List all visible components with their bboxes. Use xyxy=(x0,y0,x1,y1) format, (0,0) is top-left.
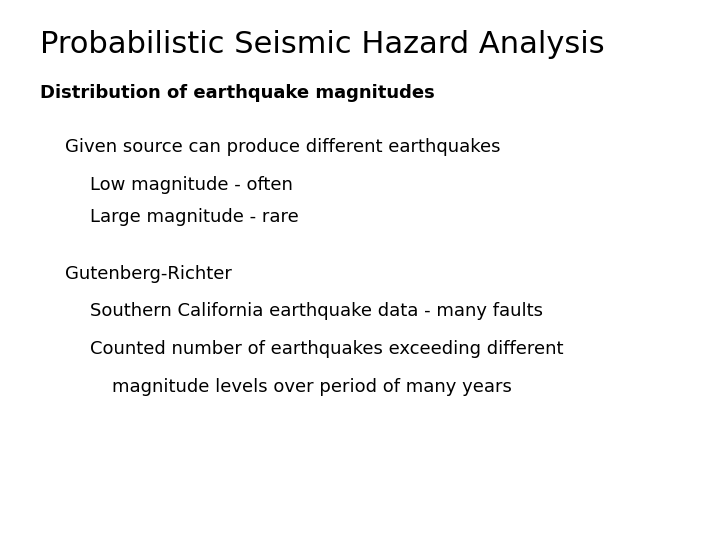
Text: Gutenberg-Richter: Gutenberg-Richter xyxy=(65,265,232,282)
Text: Large magnitude - rare: Large magnitude - rare xyxy=(90,208,299,226)
Text: Distribution of earthquake magnitudes: Distribution of earthquake magnitudes xyxy=(40,84,434,102)
Text: Probabilistic Seismic Hazard Analysis: Probabilistic Seismic Hazard Analysis xyxy=(40,30,604,59)
Text: Given source can produce different earthquakes: Given source can produce different earth… xyxy=(65,138,500,156)
Text: Low magnitude - often: Low magnitude - often xyxy=(90,176,293,193)
Text: Counted number of earthquakes exceeding different: Counted number of earthquakes exceeding … xyxy=(90,340,564,358)
Text: magnitude levels over period of many years: magnitude levels over period of many yea… xyxy=(112,378,511,396)
Text: Southern California earthquake data - many faults: Southern California earthquake data - ma… xyxy=(90,302,543,320)
